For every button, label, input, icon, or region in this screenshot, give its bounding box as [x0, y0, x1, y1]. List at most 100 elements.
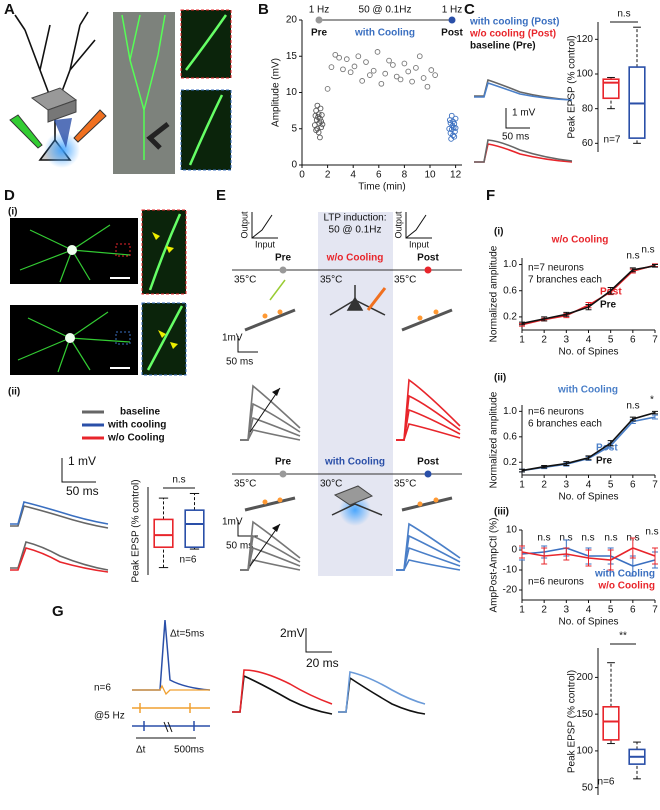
scale-label: 50 ms [226, 541, 253, 552]
io-label: Output [393, 211, 403, 239]
scatter-point [370, 67, 377, 74]
protocol-label: 1 Hz [442, 5, 463, 16]
scatter-point [340, 66, 346, 73]
legend-text: Pre [596, 456, 613, 467]
scatter-point [318, 118, 325, 125]
legend-text: Post [596, 443, 618, 454]
dendrite [185, 14, 228, 71]
x-tick-label: 4 [586, 335, 592, 346]
arrow [272, 524, 280, 532]
trace-set [240, 384, 301, 441]
scale-bar [61, 458, 96, 483]
neuron-image [17, 311, 131, 373]
annotation: n=7 neurons [528, 263, 584, 274]
trace [474, 81, 573, 101]
arrow [249, 523, 281, 567]
phase-label: with Cooling [324, 457, 385, 468]
sub-label: (ii) [8, 387, 20, 398]
x-tick-label: 5 [608, 335, 614, 346]
neuron-image [19, 224, 131, 283]
y-tick-label: 100 [576, 69, 593, 80]
sub-label: (iii) [494, 507, 509, 518]
dendrite-icon [244, 496, 296, 512]
x-axis-label: No. of Spines [558, 617, 618, 628]
scatter-point [359, 78, 366, 84]
y-tick-label: 0.6 [503, 431, 517, 442]
y-axis-label: Peak EPSP (% control) [131, 479, 142, 582]
annotation: Δt [136, 745, 146, 756]
trace [232, 669, 333, 713]
annotation: n=6 neurons [528, 577, 584, 588]
axis-break [163, 721, 173, 733]
pipette [73, 109, 107, 143]
x-tick-label: 3 [564, 605, 570, 616]
io-label: Input [409, 239, 430, 249]
io-label: Input [255, 239, 276, 249]
trace [232, 674, 333, 715]
annotation: n.s [626, 251, 639, 262]
annotation: n.s [172, 475, 185, 486]
protocol-label: 1 Hz [309, 5, 330, 16]
scale-bar [505, 108, 530, 129]
scatter-point [416, 53, 423, 60]
y-tick-label: 50 [582, 782, 594, 793]
annotation: n=7 [604, 135, 621, 146]
scatter-point [374, 49, 381, 55]
annotation: ** [619, 631, 627, 642]
x-tick-label: 6 [376, 170, 382, 181]
x-tick-label: 3 [564, 480, 570, 491]
scale-label: 50 ms [226, 357, 253, 368]
scatter-point [382, 70, 389, 77]
x-tick-label: 7 [652, 480, 658, 491]
annotation: * [650, 395, 654, 406]
box [602, 705, 620, 741]
io-icon [251, 212, 278, 239]
sub-label: (i) [494, 227, 503, 238]
temperature: 35°C [320, 275, 342, 286]
scatter-point [328, 64, 335, 70]
y-tick-label: 20 [286, 15, 298, 26]
legend-text: w/o cooling (Post) [469, 29, 556, 40]
annotation: Δt=5ms [170, 629, 204, 640]
y-tick-label: 0.2 [503, 312, 517, 323]
x-tick-label: 6 [630, 335, 636, 346]
panel-label: G [52, 603, 64, 620]
scatter-point [452, 128, 458, 135]
x-axis-label: No. of Spines [558, 492, 618, 503]
scatter-point [424, 83, 431, 90]
cooling-device [333, 485, 374, 506]
x-tick-label: 2 [325, 170, 331, 181]
scatter-point [432, 72, 438, 78]
box [602, 78, 620, 100]
scatter-point [378, 80, 385, 87]
scatter-point [315, 129, 322, 136]
annotation: @5 Hz [94, 711, 125, 722]
y-tick-label: 0.2 [503, 457, 517, 468]
scatter-point [343, 56, 350, 63]
scatter-point [452, 125, 459, 131]
series-line [521, 265, 656, 325]
trace-set [240, 520, 301, 571]
scatter-point [452, 115, 459, 122]
phase-label: with Cooling [354, 28, 415, 39]
scale-label: 2mV [280, 626, 305, 640]
scatter-point [336, 54, 342, 61]
trace [338, 671, 426, 713]
x-tick-label: 3 [564, 335, 570, 346]
temperature: 35°C [394, 479, 416, 490]
phase-dot [279, 266, 287, 274]
x-tick-label: 6 [630, 605, 636, 616]
trace [10, 547, 109, 573]
scale-label: 20 ms [306, 656, 339, 670]
scale-label: 50 ms [66, 484, 99, 498]
io-icon [405, 212, 432, 239]
y-axis-label: Normalized amplitude [489, 391, 500, 488]
scatter-point [397, 76, 404, 83]
scatter-point [409, 78, 415, 85]
phase-dot [448, 16, 456, 24]
y-tick-label: 0 [291, 160, 297, 171]
scatter-point [319, 121, 326, 128]
trace [10, 541, 109, 571]
x-tick-label: 8 [402, 170, 408, 181]
